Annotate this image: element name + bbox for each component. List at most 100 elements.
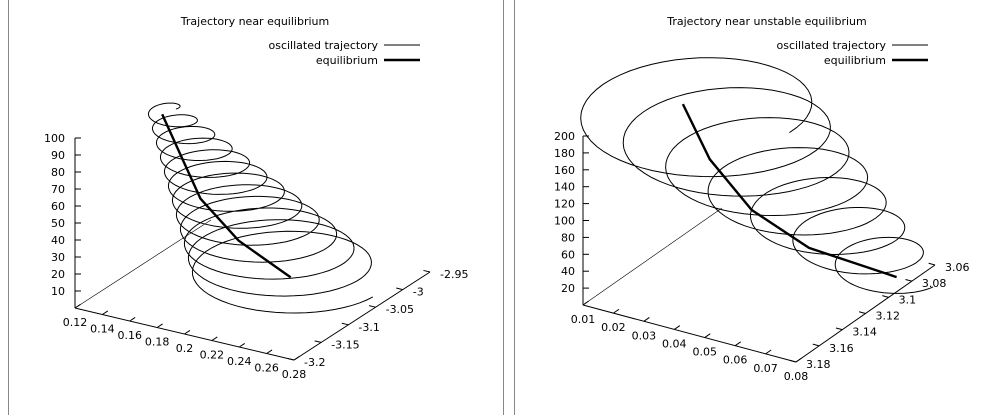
z-tick-label: 140 [554,181,575,194]
x-tick [643,316,650,322]
x-tick-label: 0.12 [63,316,88,329]
z-tick-label: 70 [51,183,65,196]
z-tick-label: 100 [554,215,575,228]
x-tick [156,323,163,328]
x-tick-label: 0.03 [632,329,657,342]
y-tick [858,311,866,314]
x-tick-label: 0.05 [692,346,717,359]
center-divider [503,0,504,415]
chart-title: Trajectory near equilibrium [180,15,329,28]
y-tick [812,343,820,347]
x-axis-line [582,304,797,363]
y-axis-line [293,271,431,361]
x-tick [673,325,681,330]
y-tick-label: 3.12 [876,310,901,323]
x-tick-label: 0.16 [118,329,143,342]
x-tick [795,357,802,363]
legend-label-equilibrium: equilibrium [824,54,886,67]
y-tick [835,327,843,331]
legend-label-trajectory: oscillated trajectory [776,39,886,52]
y-tick-label: 3.14 [852,326,877,339]
x-tick [266,349,273,354]
x-tick-label: 0.28 [282,368,307,381]
legend-label-equilibrium: equilibrium [316,54,378,67]
z-tick-label: 160 [554,164,575,177]
chart-title: Trajectory near unstable equilibrium [666,15,866,28]
y-tick [368,305,376,308]
x-tick [765,349,772,355]
y-tick-label: -2.95 [440,268,468,281]
x-tick [184,330,191,335]
x-tick [734,341,741,347]
y-tick-label: -3.15 [331,338,359,351]
y-tick-label: 3.18 [806,358,831,371]
x-tick-label: 0.26 [254,362,279,375]
left-panel-border [8,0,9,415]
y-tick [928,262,936,266]
x-tick [704,333,711,338]
x-tick-label: 0.08 [784,370,809,383]
y-tick-label: 3.08 [922,277,947,290]
series-equilibrium [681,103,897,279]
x-tick-label: 0.2 [176,342,194,355]
z-tick-label: 20 [561,282,575,295]
y-tick [789,359,797,363]
legend-label-trajectory: oscillated trajectory [268,39,378,52]
z-tick-label: 50 [51,217,65,230]
z-tick-label: 40 [561,265,575,278]
series-oscillated-trajectory [147,102,374,314]
y-tick-label: -3.05 [386,303,414,316]
y-tick-label: -3.2 [304,356,325,369]
x-tick-label: 0.06 [723,354,748,367]
y-tick-label: 3.1 [899,293,917,306]
chart-equilibrium: Trajectory near equilibrium oscillated tr… [44,15,468,381]
z-tick-label: 60 [561,248,575,261]
y-tick [287,357,295,361]
x-tick-label: 0.01 [571,313,596,326]
z-tick-label: 180 [554,147,575,160]
z-tick-label: 90 [51,149,65,162]
z-tick-label: 30 [51,251,65,264]
z-tick-label: 80 [561,231,575,244]
y-tick-label: -3.1 [358,321,379,334]
x-tick [129,317,136,322]
z-tick-label: 120 [554,198,575,211]
z-tick-label: 10 [51,285,65,298]
y-tick [905,278,912,282]
right-panel-border [514,0,515,415]
x-tick [238,343,245,348]
y-tick [341,322,349,326]
back-base-line [74,219,212,309]
x-tick [293,356,300,361]
x-tick-label: 0.04 [662,337,687,350]
x-tick [582,300,589,306]
back-base-line [582,207,723,306]
x-tick-label: 0.24 [227,355,252,368]
z-tick-label: 200 [554,130,575,143]
z-tick-label: 100 [44,132,65,145]
z-tick-label: 20 [51,268,65,281]
y-tick [882,295,889,298]
y-tick [314,340,322,343]
x-tick-label: 0.14 [90,323,115,336]
z-tick-label: 80 [51,166,65,179]
y-tick-label: -3 [413,286,424,299]
y-tick-label: 3.06 [945,261,970,274]
series-oscillated-trajectory [580,57,934,294]
x-tick [613,308,620,314]
y-tick [423,269,431,273]
series-equilibrium [161,113,292,279]
x-tick [211,336,218,341]
x-tick-label: 0.07 [753,362,778,375]
z-tick-label: 60 [51,200,65,213]
z-tick-label: 40 [51,234,65,247]
x-tick-label: 0.02 [601,321,626,334]
y-tick [396,287,403,291]
x-tick [102,310,109,315]
x-tick [74,304,81,309]
x-tick-label: 0.22 [200,349,225,362]
y-tick-label: 3.16 [829,342,854,355]
x-tick-label: 0.18 [145,336,170,349]
chart-unstable-equilibrium: Trajectory near unstable equilibrium osci… [554,15,970,383]
